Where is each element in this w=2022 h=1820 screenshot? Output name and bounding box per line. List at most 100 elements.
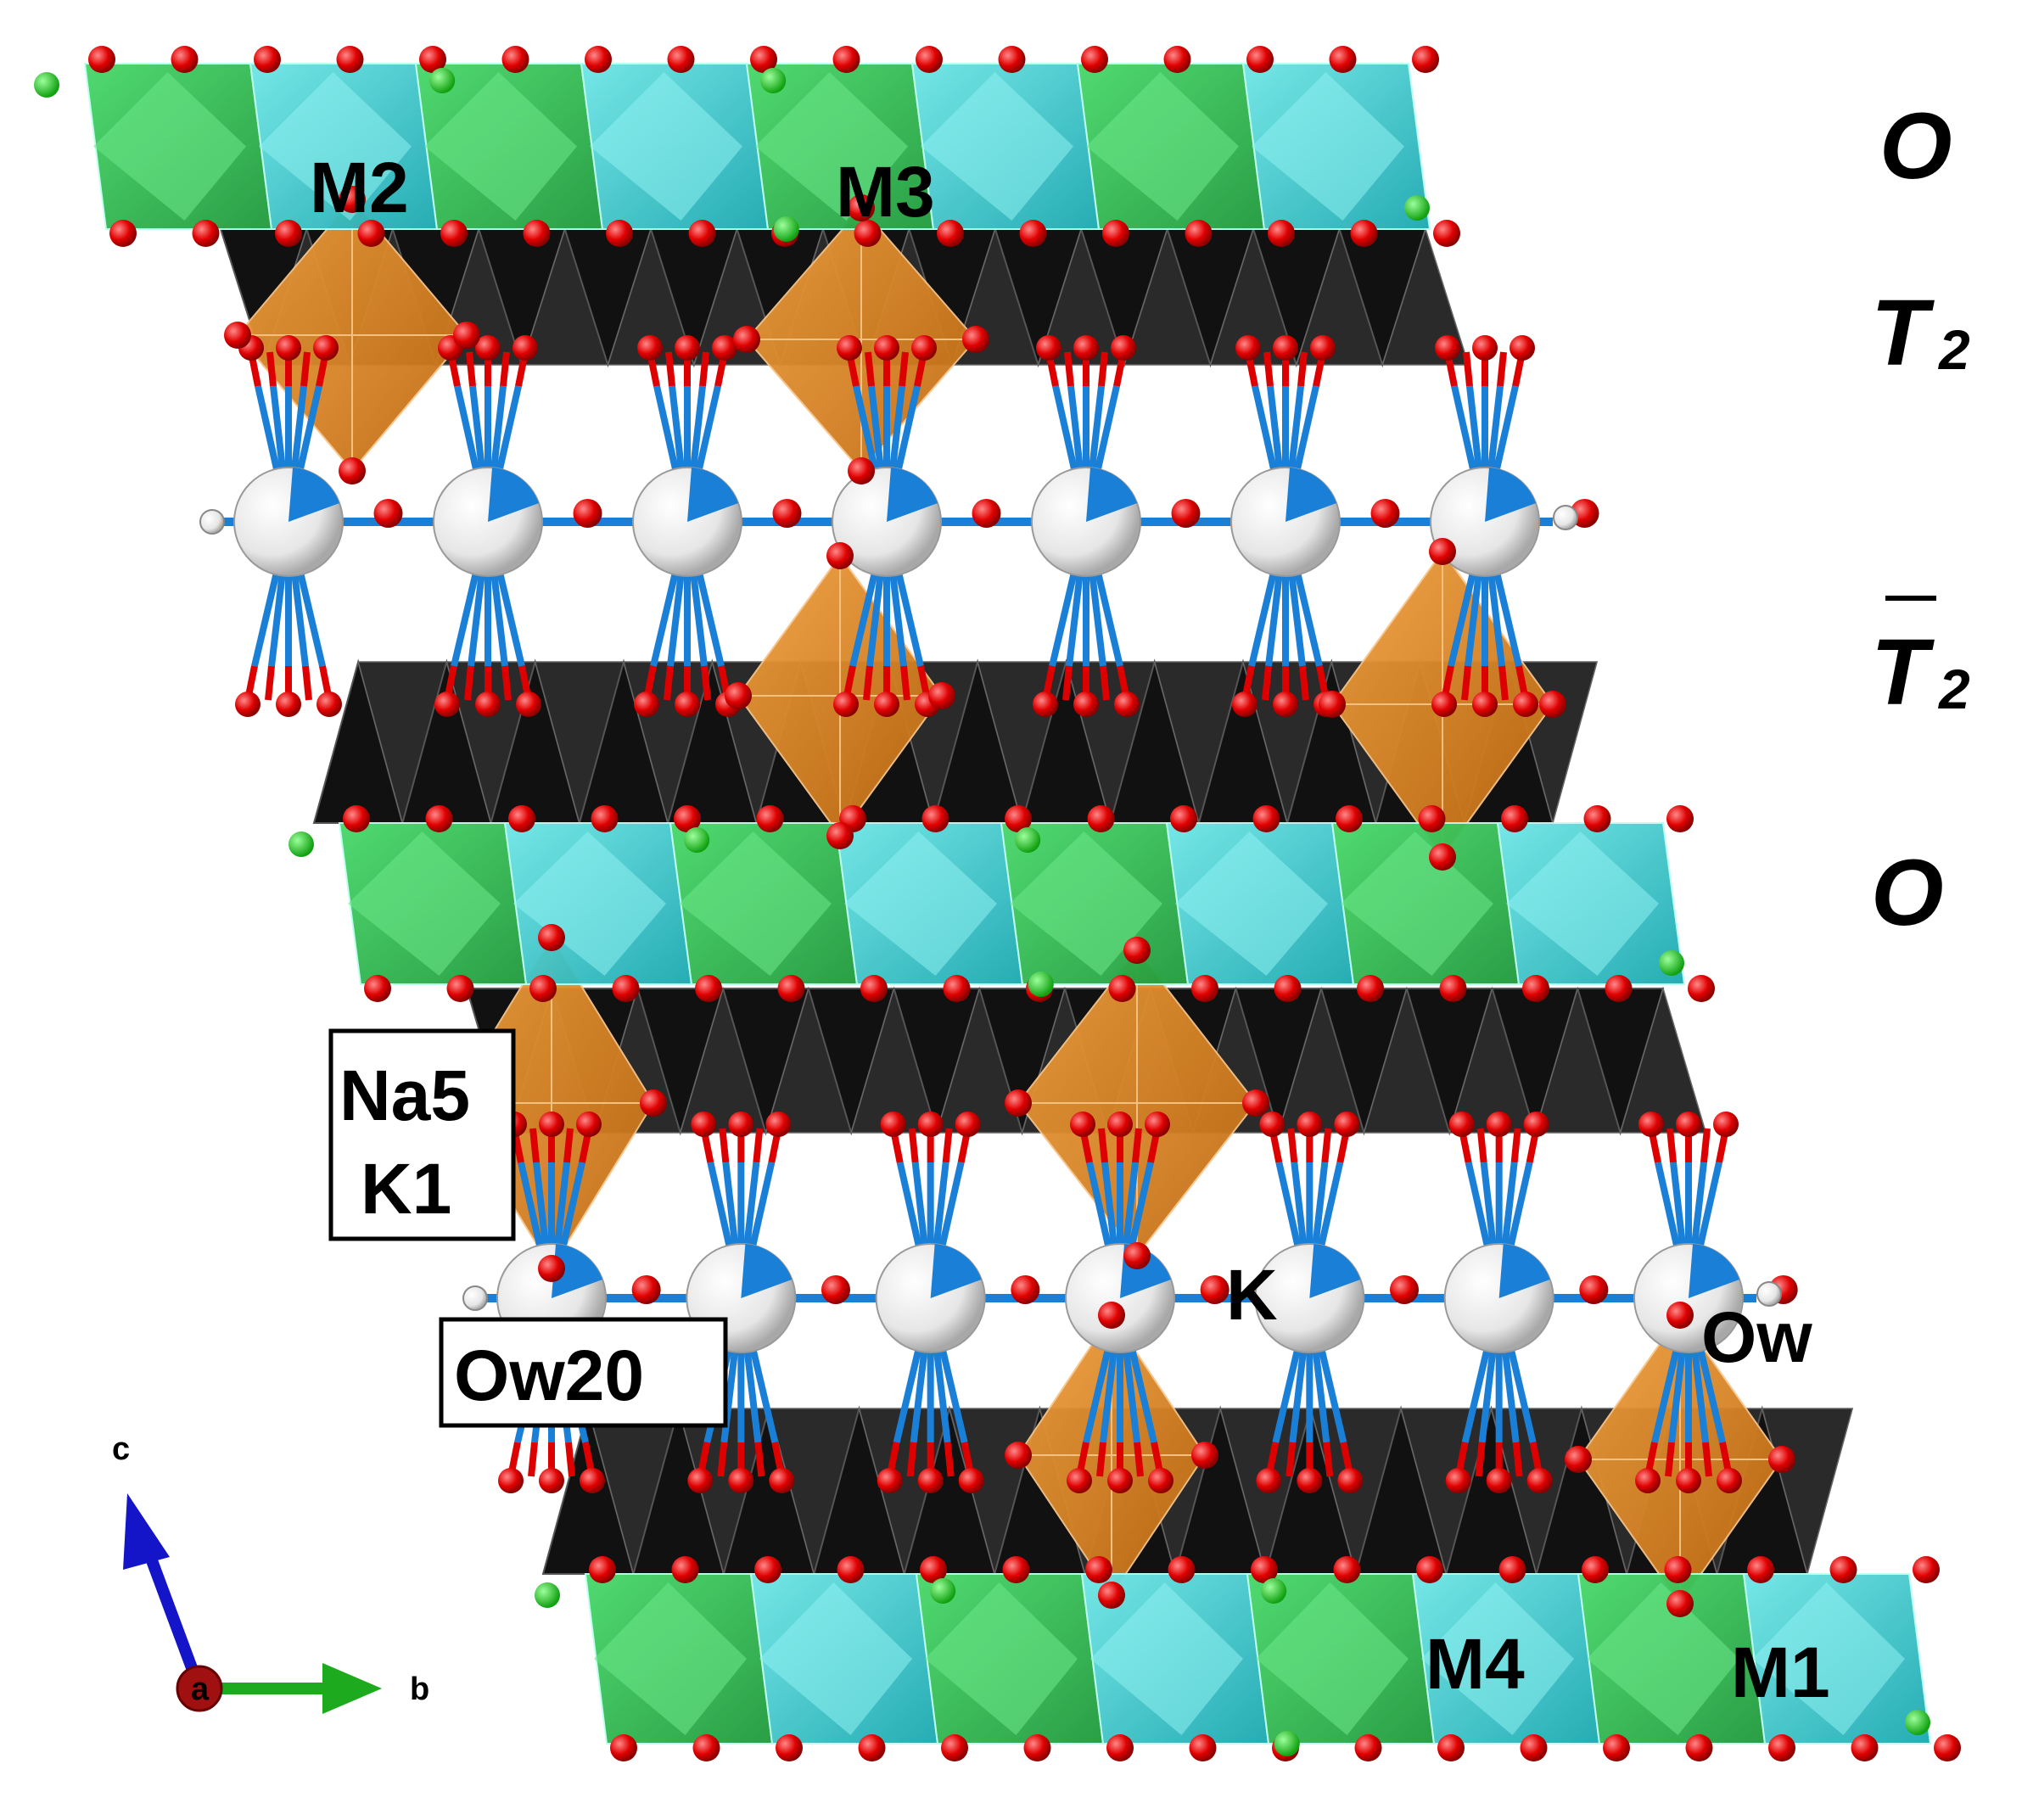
oxygen-atom (634, 692, 659, 717)
tetrahedron (1619, 986, 1707, 1134)
oxygen-atom (821, 1275, 850, 1304)
oxygen-atom (1259, 1112, 1285, 1137)
oxygen-atom (475, 335, 501, 361)
oxygen-atom (1539, 691, 1566, 718)
bond (1263, 351, 1274, 387)
fluorine-atom (684, 827, 710, 853)
oxygen-atom (1232, 692, 1257, 717)
oxygen-atom (313, 335, 339, 361)
hydrogen-atom (462, 1285, 488, 1311)
cation-partial-occupancy (1498, 1244, 1550, 1298)
octahedron-face (1341, 832, 1493, 976)
oxygen-atom (1168, 1556, 1196, 1583)
oxygen-atom (1565, 1446, 1592, 1473)
oxygen-atom (691, 1112, 717, 1137)
oxygen-atom (1185, 220, 1213, 247)
oxygen-atom (589, 1556, 616, 1583)
bond (863, 665, 873, 701)
oxygen-atom (1768, 1446, 1795, 1473)
octahedron-face (759, 1582, 912, 1735)
bond (528, 1442, 538, 1477)
octahedron-face (594, 1582, 747, 1735)
oxygen-atom (776, 1734, 803, 1761)
oxygen-atom (826, 822, 854, 849)
oxygen-atom (756, 805, 784, 832)
oxygen-atom (1251, 1556, 1278, 1583)
bond (500, 351, 510, 387)
oxygen-atom (1111, 335, 1136, 361)
bond (900, 665, 910, 701)
octahedron-face (1086, 72, 1239, 221)
oxygen-atom (538, 1255, 565, 1282)
octahedron-face (259, 72, 412, 221)
bond (300, 351, 311, 387)
label-m4: M4 (1425, 1624, 1525, 1704)
oxygen-atom (1439, 975, 1467, 1002)
oxygen-atom (1268, 220, 1295, 247)
bond (1287, 1128, 1298, 1163)
bond (1132, 1128, 1142, 1163)
oxygen-atom (1713, 1112, 1739, 1137)
oxygen-atom (833, 692, 859, 717)
oxygen-atom (364, 975, 391, 1002)
octahedron-face (1752, 1582, 1905, 1735)
label-k1: K1 (361, 1149, 451, 1229)
oxygen-atom (610, 1734, 637, 1761)
layer-label-t2bar: T (1871, 620, 1935, 725)
bond (719, 1128, 730, 1163)
label-m1: M1 (1731, 1632, 1830, 1712)
oxygen-atom (1412, 46, 1439, 73)
bond (865, 351, 875, 387)
cation-partial-occupancy (930, 1244, 982, 1298)
oxygen-atom (637, 335, 663, 361)
octahedron-face (1587, 1582, 1739, 1735)
cation-partial-occupancy (1485, 468, 1536, 522)
oxygen-atom (1123, 937, 1151, 964)
oxygen-atom (1583, 805, 1611, 832)
oxygen-atom (712, 335, 737, 361)
octahedron-face (921, 72, 1073, 221)
oxygen-atom (1486, 1468, 1512, 1493)
oxygen-atom (920, 1556, 947, 1583)
oxygen-atom (192, 220, 220, 247)
oxygen-atom (508, 805, 535, 832)
oxygen-atom (1676, 1112, 1701, 1137)
bond (565, 1442, 575, 1477)
oxygen-atom (1768, 1734, 1795, 1761)
layer-label-t2-sub: 2 (1937, 318, 1970, 381)
bond (1461, 665, 1471, 701)
oxygen-atom (446, 975, 474, 1002)
oxygen-atom (1666, 805, 1694, 832)
oxygen-atom (1448, 1112, 1475, 1137)
oxygen-atom (725, 682, 752, 709)
c-axis-head (123, 1493, 170, 1570)
oxygen-atom (675, 335, 700, 361)
oxygen-atom (1106, 1734, 1134, 1761)
oxygen-atom (1310, 335, 1336, 361)
axis-label-c: c (112, 1431, 130, 1467)
oxygen-atom (1067, 1468, 1092, 1493)
bond (1498, 665, 1509, 701)
fluorine-atom (760, 68, 787, 93)
bond (1323, 1442, 1334, 1477)
oxygen-atom (1437, 1734, 1465, 1761)
oxygen-atom (826, 542, 854, 569)
oxygen-atom (858, 1734, 886, 1761)
axis-label-b: b (410, 1672, 429, 1707)
oxygen-atom (854, 220, 882, 247)
oxygen-atom (955, 1112, 981, 1137)
oxygen-atom (419, 46, 446, 73)
oxygen-atom (765, 1112, 792, 1137)
bond (1134, 1442, 1144, 1477)
oxygen-atom (1472, 692, 1498, 717)
label-na5: Na5 (339, 1056, 470, 1135)
oxygen-atom (513, 335, 538, 361)
oxygen-atom (316, 692, 342, 717)
fluorine-atom (930, 1578, 956, 1604)
oxygen-atom (1273, 335, 1298, 361)
fluorine-atom (1015, 827, 1041, 853)
oxygen-atom (1350, 220, 1378, 247)
oxygen-atom (688, 220, 716, 247)
oxygen-atom (1526, 1468, 1553, 1493)
oxygen-atom (1829, 1556, 1857, 1583)
